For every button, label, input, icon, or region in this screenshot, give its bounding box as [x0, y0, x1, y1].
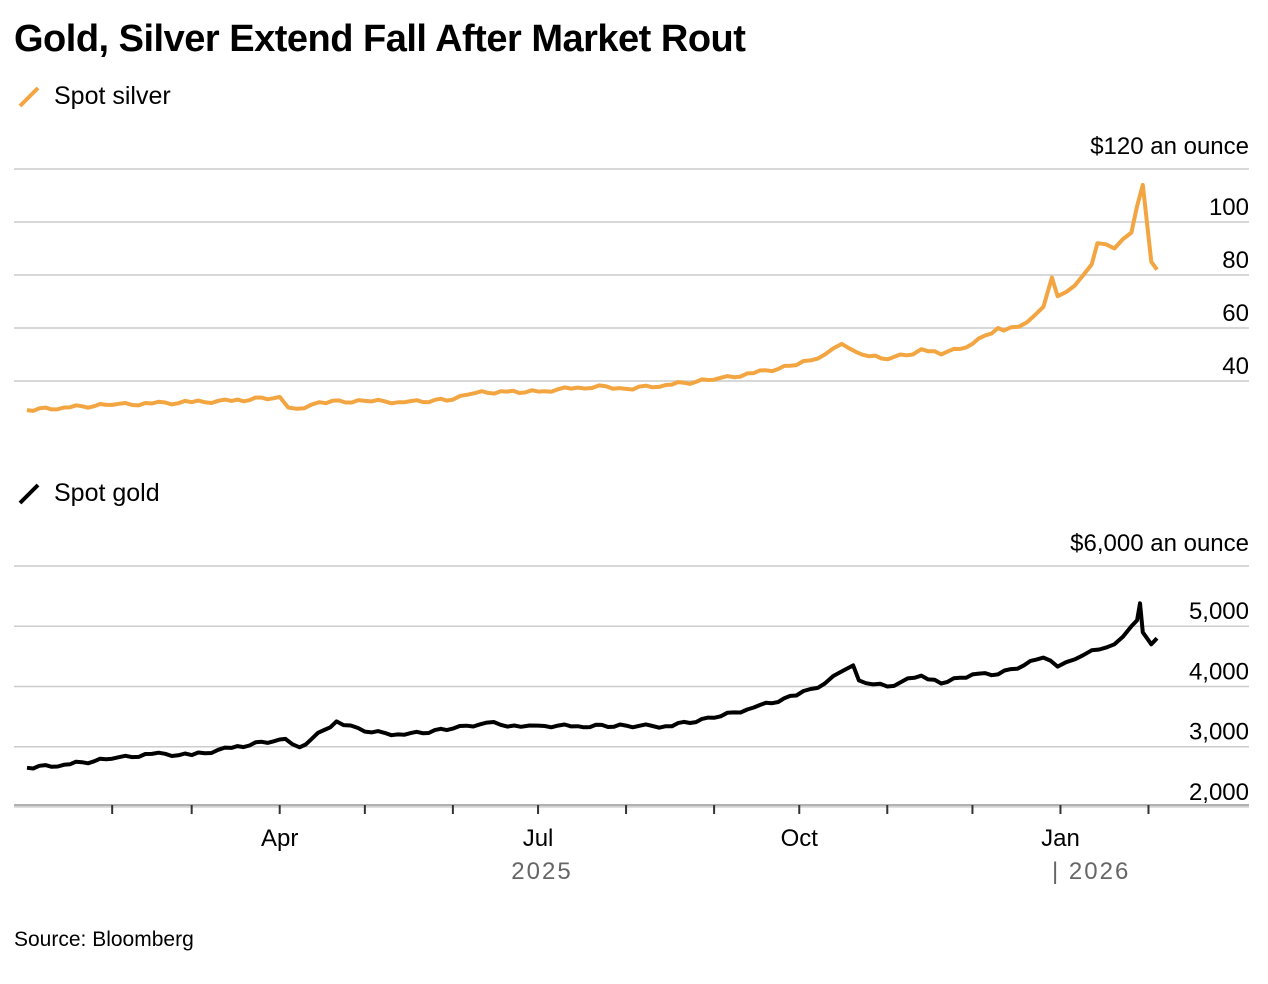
gold-y-tick-label: 4,000 — [1189, 658, 1249, 685]
gold-axis-title: $6,000 an ounce — [1070, 530, 1249, 557]
silver-y-tick-label: 40 — [1222, 353, 1249, 380]
legend-silver: Spot silver — [16, 82, 171, 111]
silver-series-line — [26, 182, 1159, 413]
chart-title: Gold, Silver Extend Fall After Market Ro… — [14, 18, 746, 60]
gold-y-tick-label: 3,000 — [1189, 719, 1249, 746]
silver-y-tick-label: 100 — [1209, 194, 1249, 221]
silver-panel: $120 an ounce 40 60 80 100 — [14, 133, 1249, 413]
gold-panel: $6,000 an ounce 5,000 4,000 3,000 2,000 — [14, 530, 1249, 808]
silver-y-ticks: 40 60 80 100 — [1209, 194, 1249, 380]
gold-gridlines — [14, 565, 1249, 808]
x-axis-label: Apr — [261, 825, 298, 852]
gold-y-tick-label: 5,000 — [1189, 598, 1249, 625]
legend-silver-label: Spot silver — [54, 82, 171, 110]
x-axis-label: Jan — [1041, 825, 1080, 852]
silver-y-tick-label: 60 — [1222, 300, 1249, 327]
legend-gold-label: Spot gold — [54, 479, 160, 507]
legend-gold: Spot gold — [16, 479, 160, 508]
year-label-2025: 2025 — [511, 858, 572, 885]
x-axis-ticks — [111, 805, 1150, 814]
gold-y-tick-label: 2,000 — [1189, 779, 1249, 806]
gold-series-line — [26, 601, 1159, 771]
year-label-2026: | 2026 — [1052, 858, 1130, 885]
gold-line-icon — [18, 483, 40, 504]
x-axis-label: Oct — [781, 825, 819, 852]
silver-axis-title: $120 an ounce — [1090, 133, 1249, 160]
silver-y-tick-label: 80 — [1222, 247, 1249, 274]
silver-gridlines — [14, 168, 1249, 382]
source-note: Source: Bloomberg — [14, 928, 194, 951]
x-axis-labels: Apr Jul Oct Jan — [261, 825, 1080, 852]
silver-line-icon — [18, 86, 40, 107]
x-axis-label: Jul — [523, 825, 554, 852]
x-axis: Apr Jul Oct Jan 2025 | 2026 — [14, 804, 1249, 885]
gold-y-ticks: 5,000 4,000 3,000 2,000 — [1189, 598, 1249, 806]
